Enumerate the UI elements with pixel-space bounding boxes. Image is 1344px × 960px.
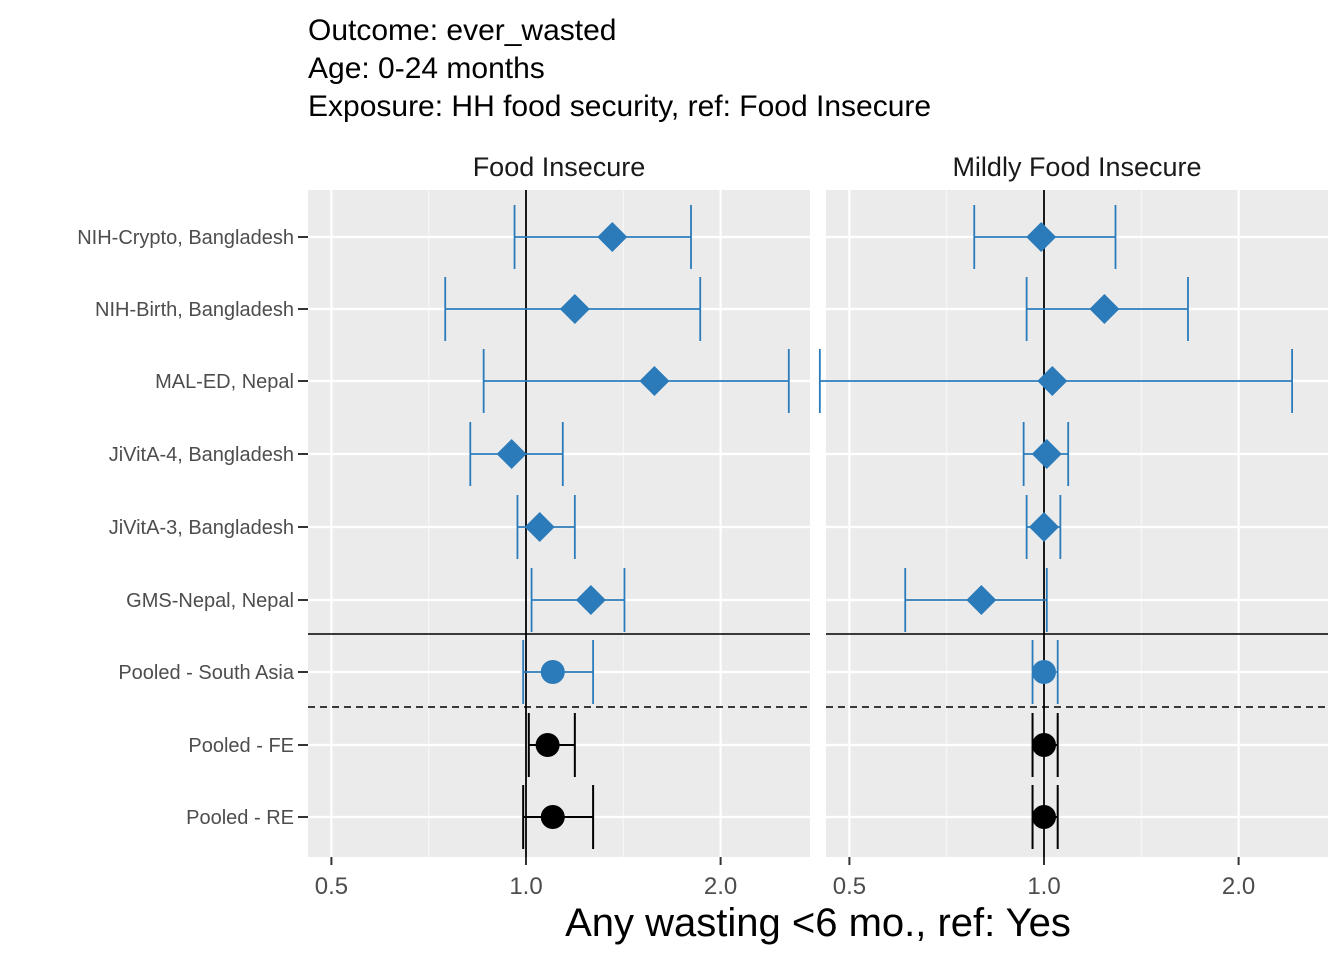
point-estimate	[524, 512, 555, 542]
x-tick-label: 1.0	[1027, 873, 1060, 900]
point-estimate	[1032, 805, 1057, 829]
point-estimate	[1089, 294, 1120, 324]
point-estimate	[1032, 733, 1057, 757]
point-estimate	[540, 805, 565, 829]
title-line-age: Age: 0-24 months	[308, 52, 545, 85]
title-line-exposure: Exposure: HH food security, ref: Food In…	[308, 90, 931, 123]
panel-background	[308, 190, 810, 857]
point-estimate	[639, 366, 670, 396]
y-tick-label: Pooled - South Asia	[118, 662, 295, 684]
point-estimate	[535, 733, 560, 757]
row-labels: NIH-Crypto, Bangladesh NIH-Birth, Banglad…	[77, 227, 308, 829]
y-tick-label: NIH-Birth, Bangladesh	[95, 299, 294, 321]
point-estimate	[1026, 222, 1057, 252]
point-estimate	[597, 222, 628, 252]
point-estimate	[1029, 512, 1060, 542]
x-axis-title: Any wasting <6 mo., ref: Yes	[565, 901, 1071, 945]
point-estimate	[1037, 366, 1068, 396]
point-estimate	[496, 439, 527, 469]
facet-strip-label: Mildly Food Insecure	[952, 152, 1201, 182]
point-estimate	[1032, 660, 1057, 684]
x-tick-label: 2.0	[1222, 873, 1255, 900]
point-estimate	[1031, 439, 1062, 469]
panel-1: Mildly Food Insecure 0.5 1.0 2.0	[818, 152, 1328, 900]
y-tick-label: GMS-Nepal, Nepal	[126, 590, 294, 612]
x-tick-label: 1.0	[509, 873, 542, 900]
y-tick-label: JiVitA-4, Bangladesh	[109, 444, 294, 466]
plot-title: Outcome: ever_wasted Age: 0-24 months Ex…	[308, 14, 931, 123]
y-tick-label: NIH-Crypto, Bangladesh	[77, 227, 294, 249]
point-estimate	[559, 294, 590, 324]
x-tick-label: 0.5	[833, 873, 866, 900]
y-tick-label: Pooled - RE	[186, 807, 294, 829]
title-line-outcome: Outcome: ever_wasted	[308, 14, 616, 47]
point-estimate	[575, 585, 606, 615]
x-tick-label: 0.5	[315, 873, 348, 900]
y-tick-label: MAL-ED, Nepal	[155, 371, 294, 393]
facet-strip-label: Food Insecure	[473, 152, 646, 182]
y-tick-label: Pooled - FE	[188, 735, 294, 757]
panel-background	[826, 190, 1328, 857]
point-estimate	[966, 585, 997, 615]
panel-0: Food Insecure 0.5 1.0 2.0	[308, 152, 810, 900]
x-tick-label: 2.0	[704, 873, 737, 900]
y-tick-label: JiVitA-3, Bangladesh	[109, 517, 294, 539]
point-estimate	[540, 660, 565, 684]
